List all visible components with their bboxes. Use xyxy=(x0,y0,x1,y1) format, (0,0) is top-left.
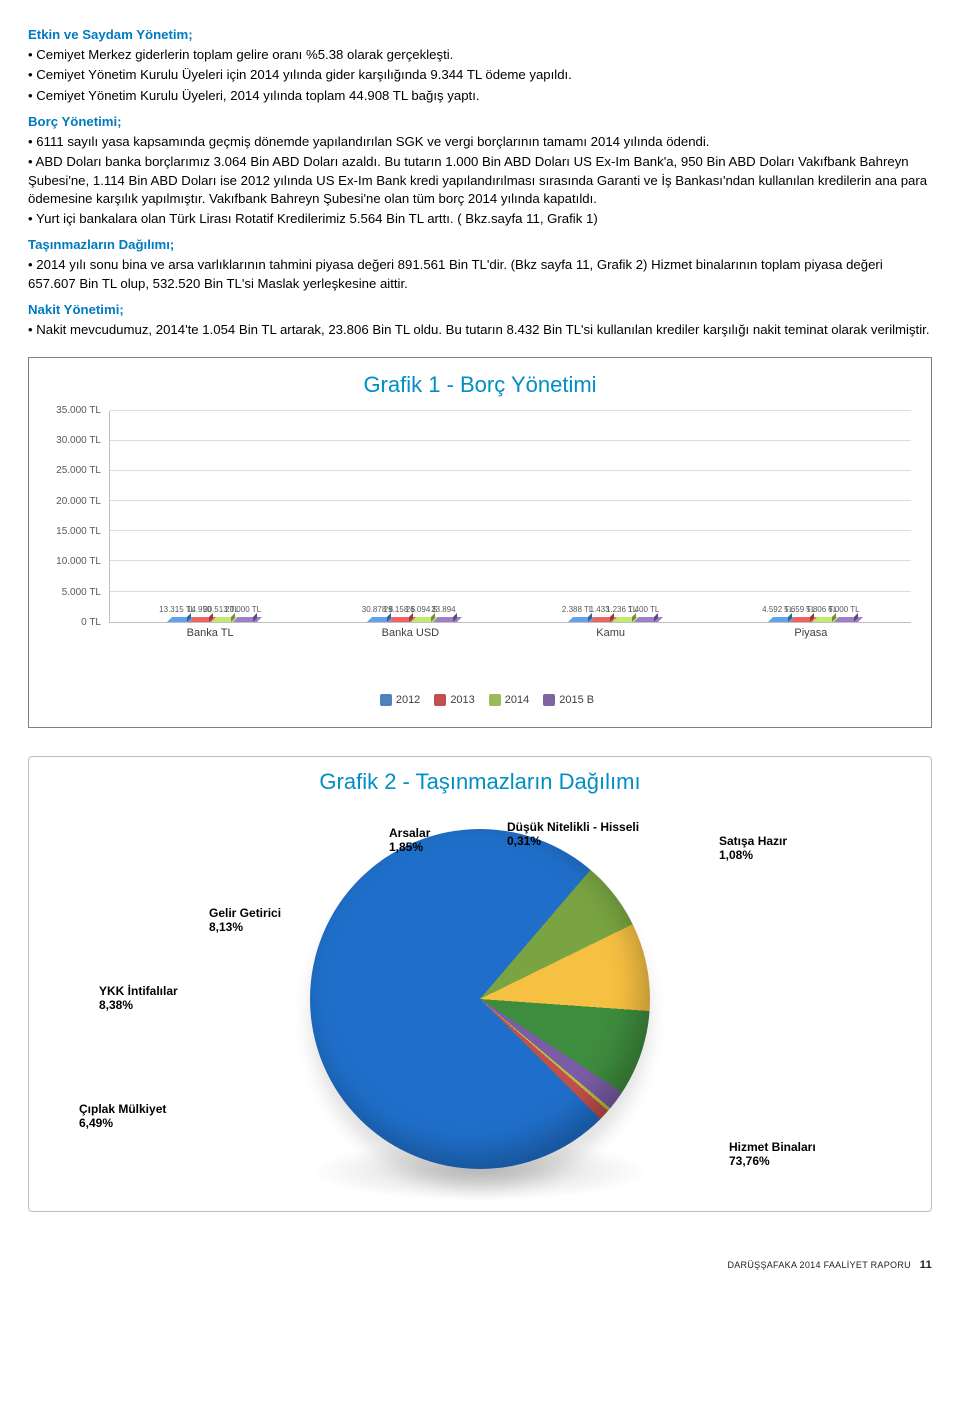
bullet: • Cemiyet Yönetim Kurulu Üyeleri için 20… xyxy=(28,66,932,84)
group-label: Piyasa xyxy=(711,626,911,641)
bullet: • Cemiyet Merkez giderlerin toplam gelir… xyxy=(28,46,932,64)
y-tick: 5.000 TL xyxy=(62,585,101,599)
y-tick: 35.000 TL xyxy=(56,404,101,418)
bar-value: 20.000 TL xyxy=(225,604,261,615)
legend-swatch xyxy=(543,694,555,706)
legend-swatch xyxy=(380,694,392,706)
chart1-title: Grafik 1 - Borç Yönetimi xyxy=(43,370,917,400)
chart1: 0 TL 5.000 TL 10.000 TL 15.000 TL 20.000 TL 2… xyxy=(43,411,917,651)
legend-label: 2014 xyxy=(505,694,529,706)
y-tick: 0 TL xyxy=(81,616,101,630)
y-tick: 25.000 TL xyxy=(56,464,101,478)
bar-value: 1.400 TL xyxy=(628,604,659,615)
pie-label: Arsalar1,85% xyxy=(389,827,430,855)
chart2-title: Grafik 2 - Taşınmazların Dağılımı xyxy=(39,767,921,797)
pie-label: Hizmet Binaları73,76% xyxy=(729,1141,816,1169)
page-number: 11 xyxy=(920,1259,932,1271)
legend-label: 2015 B xyxy=(559,694,594,706)
group-label: Banka TL xyxy=(110,626,310,641)
legend-swatch xyxy=(489,694,501,706)
y-tick: 15.000 TL xyxy=(56,525,101,539)
group-label: Banka USD xyxy=(310,626,510,641)
pie-label: YKK İntifalılar8,38% xyxy=(99,985,178,1013)
legend-swatch xyxy=(434,694,446,706)
bullet: • 2014 yılı sonu bina ve arsa varlıkları… xyxy=(28,256,932,292)
y-tick: 20.000 TL xyxy=(56,495,101,509)
chart2: Hizmet Binaları73,76% Çıplak Mülkiyet6,49… xyxy=(39,811,921,1191)
bar-value: 6.000 TL xyxy=(828,604,859,615)
group-label: Kamu xyxy=(511,626,711,641)
section-head-tasinmaz: Taşınmazların Dağılımı; xyxy=(28,236,932,254)
legend-label: 2012 xyxy=(396,694,420,706)
footer: DARÜŞŞAFAKA 2014 FAALİYET RAPORU 11 xyxy=(28,1258,932,1273)
chart1-legend: 2012 2013 2014 2015 B xyxy=(43,691,917,709)
section-head-nakit: Nakit Yönetimi; xyxy=(28,301,932,319)
chart2-container: Grafik 2 - Taşınmazların Dağılımı Hizmet… xyxy=(28,756,932,1212)
pie-label: Satışa Hazır1,08% xyxy=(719,835,787,863)
legend-label: 2013 xyxy=(450,694,474,706)
pie-label: Gelir Getirici8,13% xyxy=(209,907,281,935)
y-tick: 10.000 TL xyxy=(56,555,101,569)
bullet: • Cemiyet Yönetim Kurulu Üyeleri, 2014 y… xyxy=(28,87,932,105)
pie-label: Düşük Nitelikli - Hisseli0,31% xyxy=(507,821,639,849)
bullet: • Yurt içi bankalara olan Türk Lirası Ro… xyxy=(28,210,932,228)
section-head-etkin: Etkin ve Saydam Yönetim; xyxy=(28,26,932,44)
bullet: • ABD Doları banka borçlarımız 3.064 Bin… xyxy=(28,153,932,208)
y-tick: 30.000 TL xyxy=(56,434,101,448)
bar-value: 23.894 xyxy=(431,604,455,615)
pie-label: Çıplak Mülkiyet6,49% xyxy=(79,1103,166,1131)
footer-text: DARÜŞŞAFAKA 2014 FAALİYET RAPORU xyxy=(727,1260,911,1270)
bullet: • Nakit mevcudumuz, 2014'te 1.054 Bin TL… xyxy=(28,321,932,339)
chart1-container: Grafik 1 - Borç Yönetimi 0 TL 5.000 TL 10.… xyxy=(28,357,932,728)
bullet: • 6111 sayılı yasa kapsamında geçmiş dön… xyxy=(28,133,932,151)
section-head-borc: Borç Yönetimi; xyxy=(28,113,932,131)
